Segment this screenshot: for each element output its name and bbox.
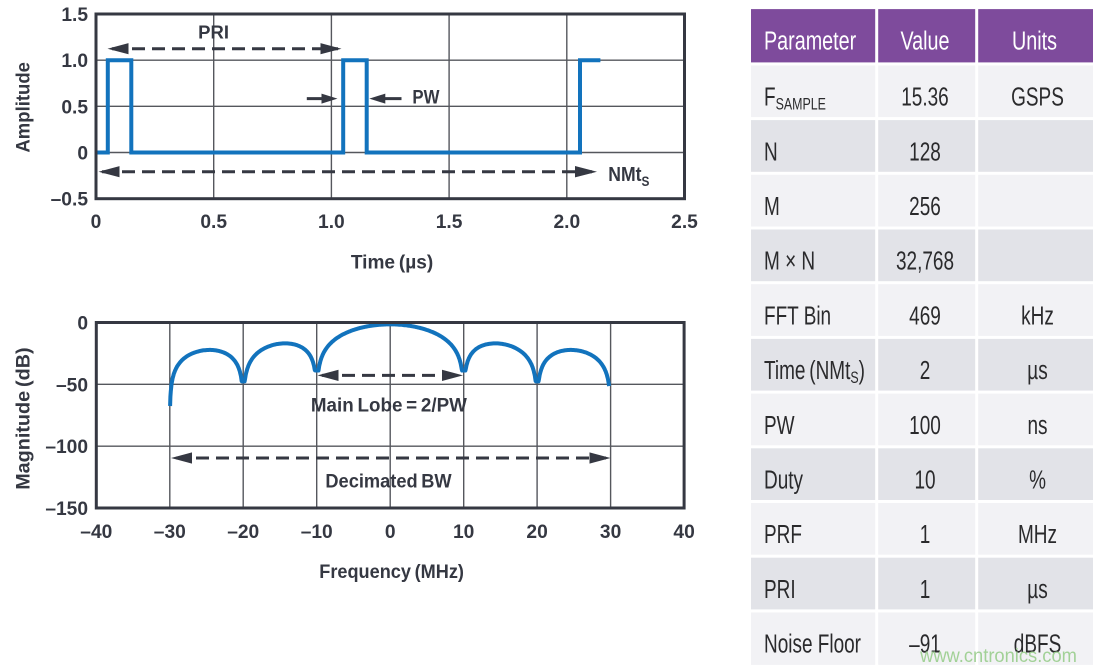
svg-text:PRF: PRF bbox=[764, 519, 802, 549]
svg-text:ns: ns bbox=[1027, 410, 1047, 440]
svg-text:–40: –40 bbox=[80, 522, 112, 543]
svg-text:M × N: M × N bbox=[764, 246, 815, 276]
svg-text:Duty: Duty bbox=[764, 465, 804, 495]
svg-text:0: 0 bbox=[77, 314, 88, 335]
svg-text:1.0: 1.0 bbox=[61, 51, 88, 72]
svg-text:0: 0 bbox=[77, 144, 88, 165]
svg-text:2.0: 2.0 bbox=[553, 212, 580, 233]
svg-text:–91: –91 bbox=[909, 629, 941, 659]
svg-text:–20: –20 bbox=[227, 522, 259, 543]
svg-text:40: 40 bbox=[673, 522, 694, 543]
svg-text:10: 10 bbox=[914, 465, 935, 495]
svg-text:0.5: 0.5 bbox=[200, 212, 227, 233]
svg-text:–0.5: –0.5 bbox=[51, 190, 89, 211]
svg-text:µs: µs bbox=[1027, 574, 1047, 604]
svg-text:Main Lobe = 2/PW: Main Lobe = 2/PW bbox=[311, 395, 467, 416]
svg-text:0.5: 0.5 bbox=[61, 97, 88, 118]
svg-text:Value: Value bbox=[900, 26, 949, 55]
svg-text:1: 1 bbox=[920, 574, 931, 604]
svg-text:PRI: PRI bbox=[764, 574, 796, 604]
svg-text:PRI: PRI bbox=[198, 21, 229, 42]
svg-text:32,768: 32,768 bbox=[896, 246, 954, 276]
svg-text:–150: –150 bbox=[45, 499, 88, 520]
svg-text:1.5: 1.5 bbox=[436, 212, 463, 233]
svg-text:1.5: 1.5 bbox=[61, 5, 88, 26]
svg-text:M: M bbox=[764, 191, 780, 221]
svg-text:Magnitude (dB): Magnitude (dB) bbox=[12, 347, 34, 489]
svg-text:PW: PW bbox=[764, 410, 795, 440]
svg-text:MHz: MHz bbox=[1018, 519, 1057, 549]
svg-text:Units: Units bbox=[1012, 26, 1057, 55]
svg-text:–100: –100 bbox=[45, 437, 88, 458]
svg-text:Time (µs): Time (µs) bbox=[351, 252, 433, 273]
svg-text:FFT Bin: FFT Bin bbox=[764, 300, 831, 330]
svg-text:µs: µs bbox=[1027, 355, 1047, 385]
svg-text:15.36: 15.36 bbox=[901, 82, 948, 112]
svg-text:0: 0 bbox=[91, 212, 102, 233]
svg-text:100: 100 bbox=[909, 410, 941, 440]
svg-text:Parameter: Parameter bbox=[764, 26, 856, 55]
svg-text:www.cntronics.com: www.cntronics.com bbox=[919, 645, 1077, 667]
svg-text:1.0: 1.0 bbox=[318, 212, 345, 233]
svg-text:Decimated BW: Decimated BW bbox=[325, 470, 452, 492]
svg-text:469: 469 bbox=[909, 300, 941, 330]
svg-text:kHz: kHz bbox=[1021, 300, 1054, 330]
svg-text:–10: –10 bbox=[301, 522, 333, 543]
svg-text:N: N bbox=[764, 136, 778, 166]
svg-text:dBFS: dBFS bbox=[1014, 629, 1061, 659]
svg-text:–50: –50 bbox=[56, 375, 88, 396]
svg-text:Amplitude: Amplitude bbox=[13, 62, 34, 153]
svg-text:–30: –30 bbox=[154, 522, 186, 543]
svg-text:0: 0 bbox=[385, 522, 396, 543]
svg-text:128: 128 bbox=[909, 136, 941, 166]
svg-text:GSPS: GSPS bbox=[1011, 82, 1064, 112]
svg-text:2.5: 2.5 bbox=[671, 212, 698, 233]
svg-text:2: 2 bbox=[920, 355, 931, 385]
svg-text:20: 20 bbox=[526, 522, 547, 543]
svg-text:Noise Floor: Noise Floor bbox=[764, 629, 861, 659]
svg-text:Frequency (MHz): Frequency (MHz) bbox=[319, 560, 464, 582]
svg-text:30: 30 bbox=[600, 522, 621, 543]
svg-text:%: % bbox=[1029, 465, 1046, 495]
svg-text:Time (NMtS): Time (NMtS) bbox=[764, 355, 865, 387]
svg-text:PW: PW bbox=[412, 86, 440, 107]
svg-text:1: 1 bbox=[920, 519, 931, 549]
svg-text:10: 10 bbox=[453, 522, 474, 543]
svg-text:256: 256 bbox=[909, 191, 941, 221]
